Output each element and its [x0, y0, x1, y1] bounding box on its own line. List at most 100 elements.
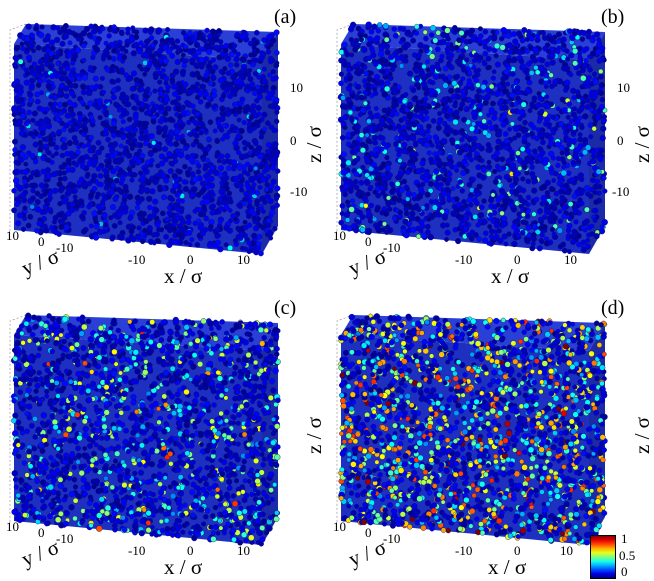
particle [355, 83, 362, 91]
particle [555, 48, 561, 55]
particle [544, 190, 551, 196]
particle [197, 224, 204, 231]
particle [370, 48, 376, 55]
particle [487, 46, 493, 52]
particle [258, 134, 265, 140]
particle [429, 53, 436, 60]
particle [468, 157, 475, 163]
particle [591, 102, 597, 108]
particle [142, 227, 148, 234]
particle [216, 54, 223, 61]
particle [531, 236, 537, 242]
particle [534, 158, 540, 164]
particle [581, 219, 589, 227]
particle [351, 222, 357, 229]
particle [130, 142, 137, 148]
particle [458, 106, 464, 112]
particle [499, 210, 505, 216]
particle [224, 134, 230, 140]
particle [463, 215, 470, 222]
particle [413, 30, 420, 36]
particle [189, 171, 196, 178]
particle [241, 169, 248, 175]
particle [441, 108, 448, 115]
particle [403, 184, 410, 190]
particle [455, 93, 462, 101]
particle [101, 196, 108, 202]
particle [12, 62, 18, 68]
particle [410, 37, 417, 44]
particle [270, 69, 276, 75]
particle [96, 204, 103, 211]
particle [249, 81, 256, 88]
particle [160, 194, 167, 201]
particle [41, 136, 47, 142]
particle [154, 222, 161, 228]
particle [382, 221, 388, 227]
particle [209, 28, 216, 35]
particle [11, 112, 17, 118]
particle [525, 178, 532, 185]
particle [365, 137, 372, 145]
particle [476, 67, 482, 73]
particle [59, 185, 66, 192]
particle [67, 40, 73, 46]
particle [531, 179, 537, 185]
particle [524, 238, 530, 244]
particle [513, 48, 519, 55]
particle [452, 118, 459, 126]
particle [374, 175, 381, 182]
particle [572, 47, 579, 55]
particle [367, 110, 373, 116]
particle [118, 67, 125, 74]
particle [592, 190, 598, 196]
particle [79, 163, 86, 170]
particle [464, 57, 470, 63]
particle [11, 81, 18, 87]
particle [389, 111, 396, 118]
particle [81, 143, 87, 149]
particle [200, 46, 207, 52]
particle [561, 125, 568, 131]
particle [75, 149, 81, 155]
particle [565, 56, 571, 62]
particle [599, 45, 606, 52]
particle [394, 181, 401, 187]
particle [223, 409, 230, 416]
particle [246, 204, 253, 210]
particle [457, 179, 463, 185]
particle [391, 26, 397, 32]
particle [519, 37, 526, 44]
particle [89, 369, 95, 375]
particle [31, 61, 38, 67]
particle [580, 74, 587, 82]
particle [45, 173, 52, 180]
particle [461, 34, 467, 39]
particle [71, 101, 78, 109]
particle [410, 135, 417, 142]
particle [220, 136, 226, 142]
particle [149, 53, 155, 59]
particle [148, 162, 154, 168]
particle [30, 188, 36, 194]
particle [561, 164, 567, 170]
particle [153, 207, 160, 214]
particle [250, 121, 257, 128]
particle [101, 212, 108, 219]
particle [485, 37, 491, 43]
particle [441, 190, 447, 196]
particle [113, 177, 120, 184]
particle [528, 59, 534, 65]
particle [111, 120, 117, 127]
particle [270, 76, 277, 82]
particle [443, 32, 450, 39]
particle [114, 450, 121, 457]
particle [474, 93, 481, 100]
particle [147, 238, 155, 245]
particle [108, 114, 114, 120]
particle [434, 46, 441, 53]
particle [266, 217, 272, 223]
particle [348, 206, 355, 213]
particle [43, 52, 50, 59]
particle [167, 168, 174, 175]
